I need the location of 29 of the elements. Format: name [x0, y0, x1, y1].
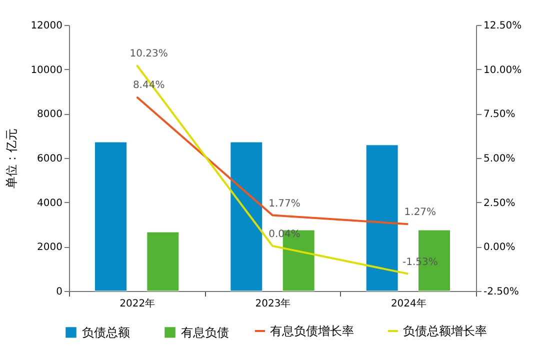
- y-tick-label: 10000: [30, 64, 62, 76]
- legend-label: 有息负债: [181, 325, 229, 340]
- bar: [366, 144, 398, 292]
- bar: [230, 142, 263, 292]
- y-tick-label: 2000: [37, 242, 62, 254]
- data-label: 1.77%: [268, 198, 300, 210]
- y2-tick-label: -2.50%: [484, 286, 519, 298]
- y2-tick-label: 10.00%: [484, 64, 522, 76]
- legend-label: 有息负债增长率: [270, 324, 354, 338]
- legend-label: 负债总额增长率: [403, 324, 487, 338]
- bar: [146, 232, 180, 292]
- y2-tick-label: 7.50%: [484, 109, 516, 120]
- y-tick-label: 6000: [37, 154, 62, 164]
- y-tick-label: 0: [56, 286, 62, 298]
- bar: [94, 142, 127, 292]
- y-tick-label: 12000: [30, 20, 62, 32]
- x-tick-label: 2024年: [390, 298, 426, 310]
- y2-tick-label: 12.50%: [484, 20, 522, 32]
- y2-tick-label: 5.00%: [484, 154, 516, 164]
- x-tick-label: 2022年: [120, 298, 156, 310]
- y-tick-label: 4000: [37, 198, 62, 209]
- y2-tick-label: 2.50%: [484, 198, 516, 209]
- data-label: 1.27%: [404, 207, 436, 218]
- data-label: 10.23%: [130, 48, 168, 60]
- legend-label: 负债总额: [82, 325, 130, 340]
- x-tick-label: 2023年: [255, 298, 291, 310]
- y-axis-title: 单位：亿元: [4, 128, 19, 188]
- y2-tick-label: 0.00%: [484, 242, 516, 254]
- y-tick-label: 8000: [37, 109, 62, 120]
